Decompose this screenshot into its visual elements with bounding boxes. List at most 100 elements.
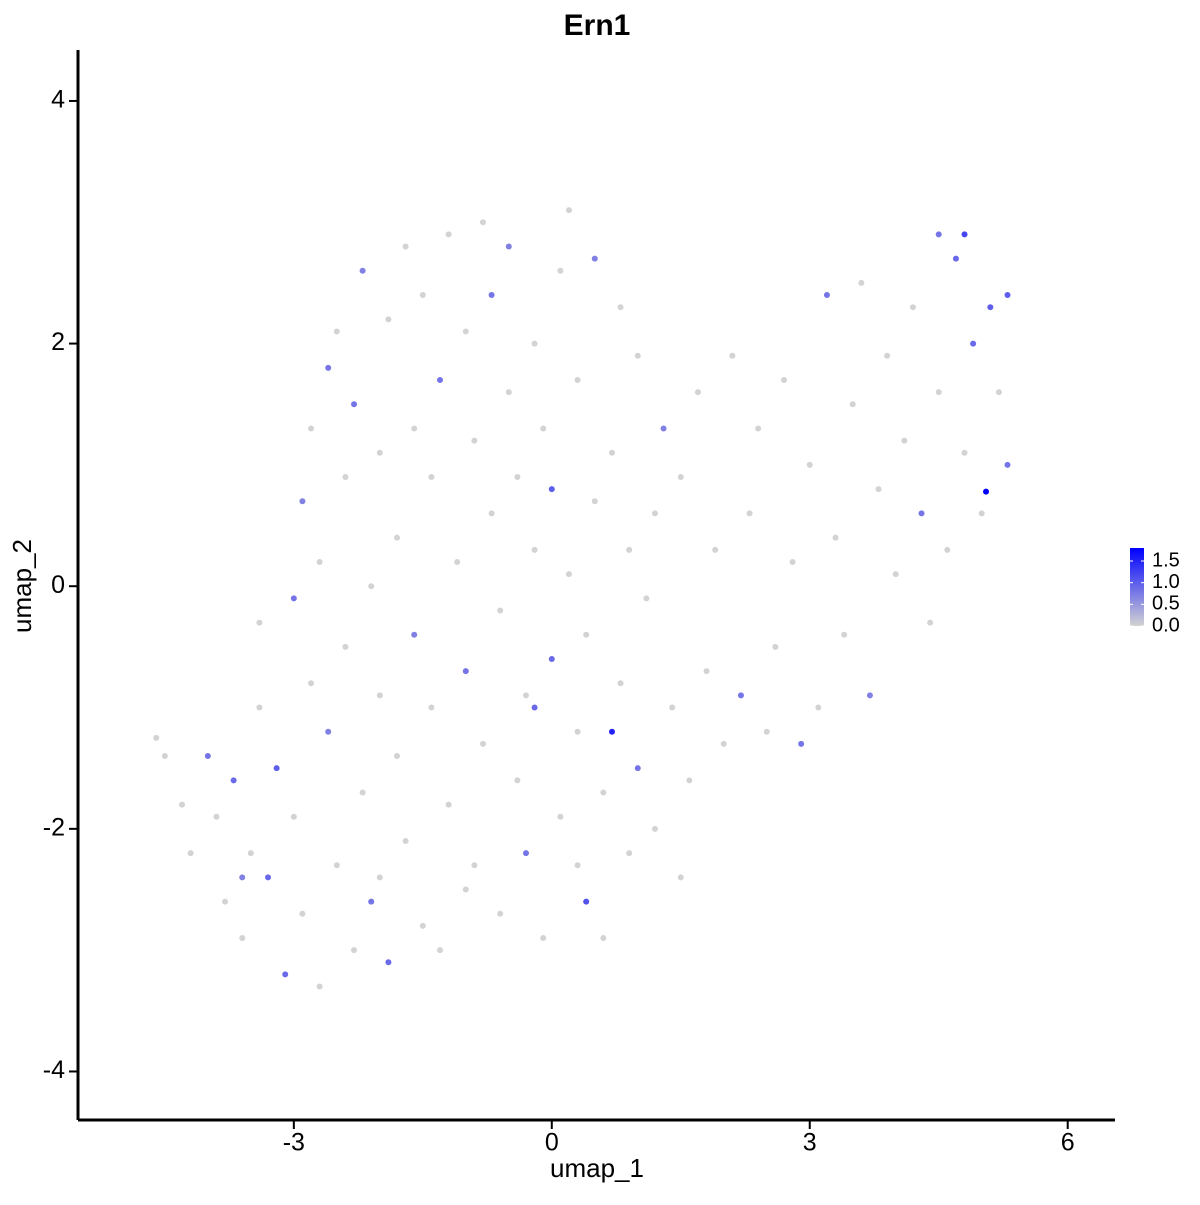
x-tick-label: -3 [283, 1129, 305, 1157]
color-bar [1130, 548, 1144, 626]
cell-point [600, 789, 607, 796]
cell-point [368, 583, 375, 590]
cell-point [540, 425, 547, 432]
cell-point [617, 680, 624, 687]
cell-point [858, 279, 865, 286]
cell-point [514, 474, 521, 481]
cell-point [488, 510, 495, 517]
cell-point [385, 316, 392, 323]
color-tick-label: 0.5 [1152, 593, 1180, 615]
cell-point [557, 813, 564, 820]
cell-point [565, 207, 572, 214]
cell-point [265, 874, 272, 881]
cell-point [806, 461, 813, 468]
cell-point [471, 862, 478, 869]
cell-point [841, 631, 848, 638]
cell-point [522, 850, 529, 857]
cell-point [479, 219, 486, 226]
cell-point [394, 534, 401, 541]
cell-point [961, 231, 968, 238]
cell-point [643, 595, 650, 602]
x-tick-label: 6 [1061, 1129, 1075, 1157]
cell-point [402, 837, 409, 844]
cell-point [471, 437, 478, 444]
cell-point [411, 425, 418, 432]
cell-point [1004, 461, 1011, 468]
cell-point [308, 680, 315, 687]
cell-point [574, 862, 581, 869]
cell-point [333, 862, 340, 869]
cell-point [247, 850, 254, 857]
cell-point [583, 631, 590, 638]
cell-point [901, 437, 908, 444]
cell-point [634, 765, 641, 772]
cell-point [213, 813, 220, 820]
cell-point [290, 595, 297, 602]
cell-point [815, 704, 822, 711]
cell-point [669, 704, 676, 711]
cell-point [531, 546, 538, 553]
cell-point [239, 874, 246, 881]
cell-point [376, 449, 383, 456]
cell-point [230, 777, 237, 784]
x-axis-label: umap_1 [550, 1153, 644, 1183]
cell-point [531, 704, 538, 711]
cell-point [935, 231, 942, 238]
cell-point [686, 777, 693, 784]
cell-point [927, 619, 934, 626]
cell-point [712, 546, 719, 553]
cell-point [316, 558, 323, 565]
cell-point [333, 328, 340, 335]
cell-point [660, 425, 667, 432]
cell-point [531, 340, 538, 347]
cell-point [720, 740, 727, 747]
cell-point [376, 874, 383, 881]
cell-point [798, 740, 805, 747]
cell-point [626, 850, 633, 857]
cell-point [626, 546, 633, 553]
cell-point [978, 510, 985, 517]
y-tick-label: 0 [51, 571, 65, 599]
y-tick-label: -2 [43, 813, 65, 841]
cell-point [256, 619, 263, 626]
cell-point [892, 571, 899, 578]
cell-point [359, 789, 366, 796]
cell-point [454, 558, 461, 565]
cell-point [437, 376, 444, 383]
cell-point [935, 389, 942, 396]
cell-point [462, 328, 469, 335]
cell-point [488, 292, 495, 299]
cell-point [849, 401, 856, 408]
cell-point [428, 704, 435, 711]
cell-point [591, 255, 598, 262]
cell-point [342, 643, 349, 650]
cell-point [952, 255, 959, 262]
cell-point [737, 692, 744, 699]
cell-point [548, 656, 555, 663]
cell-point [875, 486, 882, 493]
cell-point [299, 910, 306, 917]
cell-point [497, 910, 504, 917]
cell-point [746, 510, 753, 517]
cell-point [755, 425, 762, 432]
cell-point [540, 935, 547, 942]
cell-point [351, 947, 358, 954]
cell-point [239, 935, 246, 942]
cell-point [600, 935, 607, 942]
cell-point [651, 825, 658, 832]
y-tick-label: 4 [51, 86, 65, 114]
cell-point [479, 740, 486, 747]
cell-point [351, 401, 358, 408]
cell-point [970, 340, 977, 347]
cell-point [608, 449, 615, 456]
cell-point [987, 304, 994, 311]
cell-point [385, 959, 392, 966]
cell-point [342, 474, 349, 481]
cell-point [376, 692, 383, 699]
cell-point [548, 486, 555, 493]
cell-point [153, 734, 160, 741]
cell-point [866, 692, 873, 699]
cell-point [677, 474, 684, 481]
cell-point [316, 983, 323, 990]
